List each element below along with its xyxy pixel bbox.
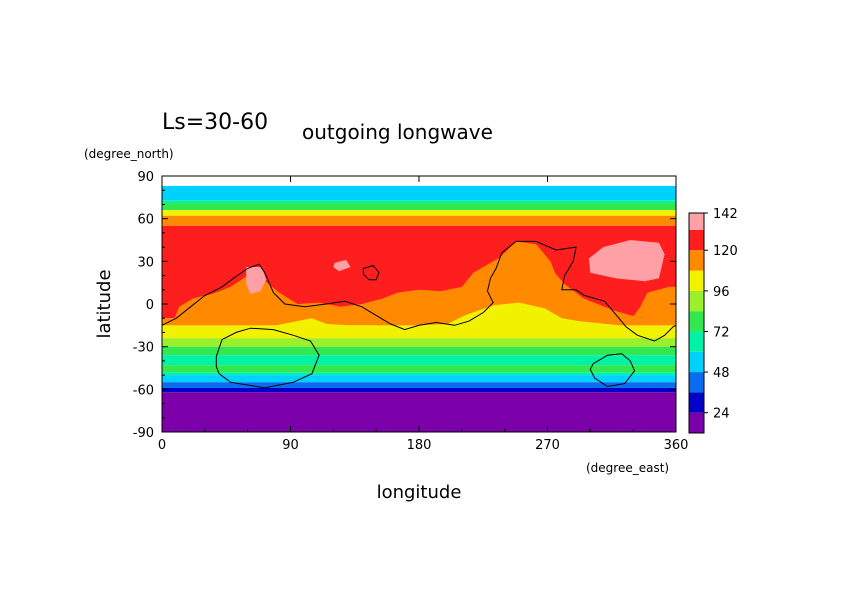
- outline-0: [162, 240, 676, 342]
- x-units-label: (degree_east): [586, 461, 669, 475]
- colorbar-swatch-10: [689, 213, 704, 230]
- band-9: [162, 338, 676, 347]
- y-axis: 90 60 30 0 -30 -60 -90: [133, 170, 676, 441]
- colorbar-swatch-6: [689, 290, 704, 312]
- y-axis-title: latitude: [94, 269, 115, 338]
- colorbar-swatch-0: [689, 412, 704, 433]
- x-tick-label: 270: [535, 438, 560, 453]
- x-axis-title: longitude: [377, 482, 462, 503]
- y-tick-label: -90: [133, 426, 154, 441]
- band-12: [162, 365, 676, 373]
- y-tick-label: 0: [146, 298, 154, 313]
- y-units-label: (degree_north): [84, 147, 174, 161]
- colorbar-tick-label: 142: [713, 207, 738, 222]
- contour-fill: [162, 176, 676, 432]
- contour-region-132-5: [333, 259, 351, 272]
- colorbar-tick-label: 96: [713, 285, 730, 300]
- y-tick-label: 60: [137, 213, 154, 228]
- x-tick-label: 360: [664, 438, 689, 453]
- band-1: [162, 185, 676, 201]
- band-2: [162, 200, 676, 204]
- colorbar-tick-label: 48: [713, 366, 730, 381]
- contour-region-108-2: [633, 286, 676, 322]
- band-13: [162, 372, 676, 376]
- band-4: [162, 210, 676, 216]
- colorbar-swatch-5: [689, 311, 704, 332]
- band-14: [162, 375, 676, 383]
- x-tick-label: 180: [407, 438, 432, 453]
- chart-title: outgoing longwave: [302, 120, 493, 144]
- y-tick-label: 30: [137, 255, 154, 270]
- y-tick-label: -30: [133, 341, 154, 356]
- band-5: [162, 215, 676, 226]
- colorbar: 142 120 96 72 48 24: [688, 207, 738, 434]
- colorbar-swatch-1: [689, 392, 704, 413]
- x-tick-label: 90: [282, 438, 299, 453]
- x-tick-label: 0: [158, 438, 166, 453]
- outline-3: [362, 265, 380, 281]
- y-tick-label: -60: [133, 383, 154, 398]
- chart-title-prefix: Ls=30-60: [162, 110, 268, 135]
- topography-outlines: [162, 240, 676, 389]
- colorbar-swatch-3: [689, 351, 704, 373]
- band-11: [162, 355, 676, 366]
- outline-1: [215, 327, 320, 389]
- colorbar-swatch-2: [689, 372, 704, 393]
- colorbar-swatch-4: [689, 331, 704, 352]
- band-3: [162, 203, 676, 211]
- contour-region-96-3: [162, 302, 676, 329]
- band-17: [162, 392, 676, 432]
- y-tick-label: 90: [137, 170, 154, 185]
- contour-region-132-4: [246, 267, 267, 294]
- colorbar-swatch-8: [689, 250, 704, 271]
- colorbar-tick-label: 120: [713, 244, 738, 259]
- colorbar-swatch-9: [689, 229, 704, 251]
- contour-region-132-6: [588, 240, 665, 282]
- colorbar-swatch-7: [689, 270, 704, 291]
- colorbar-tick-label: 24: [713, 407, 730, 422]
- colorbar-frame: [688, 212, 705, 434]
- band-15: [162, 382, 676, 388]
- contour-region-108-1: [484, 241, 569, 312]
- band-16: [162, 387, 676, 393]
- band-10: [162, 346, 676, 356]
- x-axis: 0 90 180 270 360: [158, 176, 689, 453]
- outline-2: [589, 353, 636, 388]
- colorbar-tick-label: 72: [713, 325, 730, 340]
